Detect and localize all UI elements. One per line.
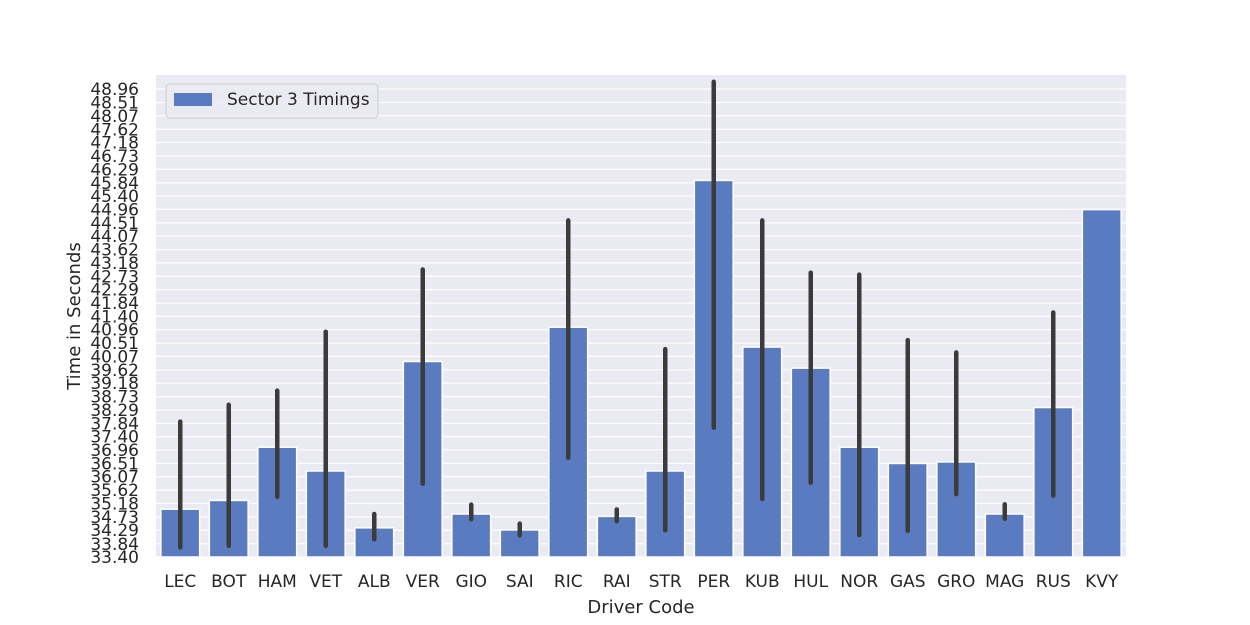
x-tick-label: VET — [309, 572, 342, 592]
x-tick-label: KVY — [1085, 572, 1119, 592]
legend: Sector 3 Timings — [165, 83, 379, 119]
x-tick-label: PER — [697, 572, 730, 592]
x-tick-label: KUB — [745, 572, 780, 592]
y-tick-label: 40.51 — [90, 334, 139, 354]
bar-sai — [499, 529, 540, 558]
y-tick-label: 45.40 — [90, 187, 139, 207]
x-tick-label: RIC — [554, 572, 583, 592]
y-tick-label: 42.73 — [90, 267, 139, 287]
legend-label: Sector 3 Timings — [227, 90, 370, 110]
bar-mag — [984, 513, 1025, 558]
y-tick-labels: 33.4033.8434.2934.7335.1835.6236.0736.51… — [90, 80, 139, 568]
y-tick-label: 46.29 — [90, 160, 139, 180]
x-tick-label: HUL — [793, 572, 828, 592]
y-tick-label: 43.62 — [90, 241, 139, 261]
x-tick-label: LEC — [164, 572, 196, 592]
y-tick-label: 35.18 — [90, 494, 139, 514]
y-tick-label: 38.29 — [90, 401, 139, 421]
y-tick-label: 44.96 — [90, 200, 139, 220]
y-tick-label: 37.40 — [90, 428, 139, 448]
bar-kvy — [1081, 208, 1122, 558]
x-tick-label: BOT — [211, 572, 247, 592]
x-tick-labels: LEC BOT HAM VET ALB VER GIO SAI RIC RAI STR PER KUB H… — [164, 572, 1119, 592]
y-tick-label: 47.18 — [90, 134, 139, 154]
x-tick-label: RUS — [1036, 572, 1071, 592]
y-tick-label: 40.96 — [90, 321, 139, 341]
y-tick-label: 40.07 — [90, 347, 139, 367]
x-tick-label: RAI — [603, 572, 631, 592]
x-tick-label: STR — [649, 572, 682, 592]
y-tick-label: 39.18 — [90, 374, 139, 394]
x-tick-label: VER — [406, 572, 440, 592]
y-tick-label: 48.96 — [90, 80, 139, 100]
y-tick-label: 34.29 — [90, 521, 139, 541]
x-tick-label: ALB — [358, 572, 391, 592]
y-tick-label: 44.51 — [90, 214, 139, 234]
y-tick-label: 34.73 — [90, 508, 139, 528]
y-tick-label: 41.84 — [90, 294, 139, 314]
y-tick-label: 46.73 — [90, 147, 139, 167]
y-tick-label: 42.29 — [90, 281, 139, 301]
y-tick-label: 47.62 — [90, 120, 139, 140]
error-bars — [178, 79, 1056, 550]
legend-box — [165, 83, 379, 119]
x-tick-label: NOR — [840, 572, 878, 592]
x-tick-label: GAS — [890, 572, 926, 592]
y-tick-label: 48.51 — [90, 94, 139, 114]
x-tick-label: SAI — [506, 572, 534, 592]
y-tick-label: 36.51 — [90, 454, 139, 474]
x-tick-label: MAG — [985, 572, 1024, 592]
y-tick-label: 39.62 — [90, 361, 139, 381]
y-tick-label: 38.73 — [90, 388, 139, 408]
y-tick-label: 35.62 — [90, 481, 139, 501]
x-tick-label: GRO — [937, 572, 975, 592]
y-tick-label: 36.96 — [90, 441, 139, 461]
y-tick-label: 33.40 — [90, 548, 139, 568]
y-tick-label: 44.07 — [90, 227, 139, 247]
x-tick-label: HAM — [258, 572, 297, 592]
legend-swatch — [174, 93, 212, 106]
y-tick-label: 45.84 — [90, 174, 139, 194]
y-tick-label: 36.07 — [90, 468, 139, 488]
y-axis-label: Time in Seconds — [64, 242, 85, 391]
y-tick-label: 43.18 — [90, 254, 139, 274]
y-tick-label: 48.07 — [90, 107, 139, 127]
y-tick-label: 33.84 — [90, 535, 139, 555]
y-tick-label: 37.84 — [90, 414, 139, 434]
x-tick-label: GIO — [455, 572, 487, 592]
y-tick-label: 41.40 — [90, 307, 139, 327]
x-axis-label: Driver Code — [587, 597, 694, 618]
